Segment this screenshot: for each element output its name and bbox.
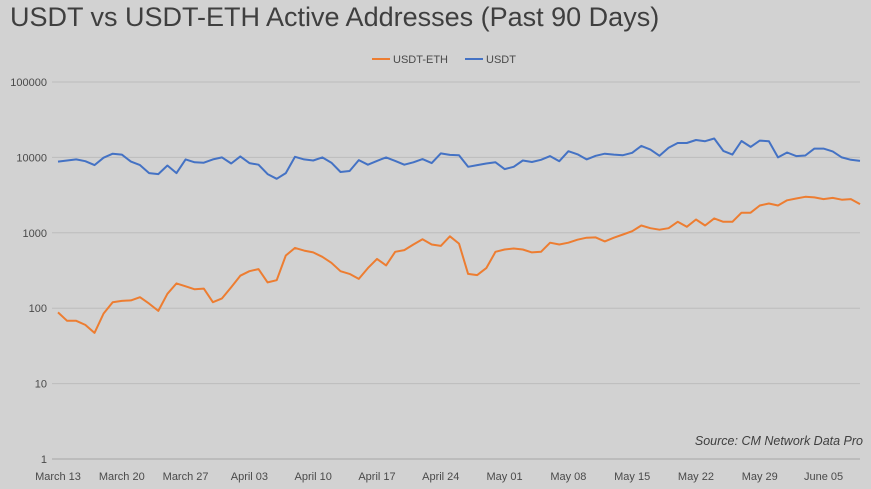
- x-tick-label: May 08: [550, 471, 586, 483]
- y-tick-label: 1: [41, 454, 47, 466]
- x-tick-label: April 24: [422, 471, 459, 483]
- y-tick-label: 100000: [10, 77, 47, 89]
- series-line-usdt: [57, 137, 861, 180]
- axis-layer: 1 10 100 1000 10000 100000 March 13 March 20 Mar…: [10, 77, 860, 483]
- series-layer: [57, 137, 861, 334]
- legend-label-usdt-eth: USDT-ETH: [393, 54, 448, 66]
- x-tick-label: March 13: [35, 471, 81, 483]
- x-tick-label: April 10: [295, 471, 332, 483]
- x-tick-label: April 03: [231, 471, 268, 483]
- grid-layer: [52, 81, 860, 385]
- y-tick-label: 1000: [23, 228, 47, 240]
- series-line-usdt-eth: [57, 195, 861, 334]
- legend: USDT-ETH USDT: [372, 54, 516, 66]
- y-tick-label: 100: [29, 303, 47, 315]
- x-tick-label: April 17: [358, 471, 395, 483]
- x-tick-label: May 29: [742, 471, 778, 483]
- x-tick-label: March 20: [99, 471, 145, 483]
- x-tick-label: May 22: [678, 471, 714, 483]
- x-tick-label: May 15: [614, 471, 650, 483]
- y-tick-label: 10: [35, 379, 47, 391]
- x-tick-label: May 01: [487, 471, 523, 483]
- chart-title: USDT vs USDT-ETH Active Addresses (Past …: [10, 2, 660, 32]
- source-note: Source: CM Network Data Pro: [695, 434, 863, 448]
- x-tick-label: June 05: [804, 471, 843, 483]
- y-tick-label: 10000: [16, 152, 47, 164]
- x-tick-label: March 27: [163, 471, 209, 483]
- legend-label-usdt: USDT: [486, 54, 516, 66]
